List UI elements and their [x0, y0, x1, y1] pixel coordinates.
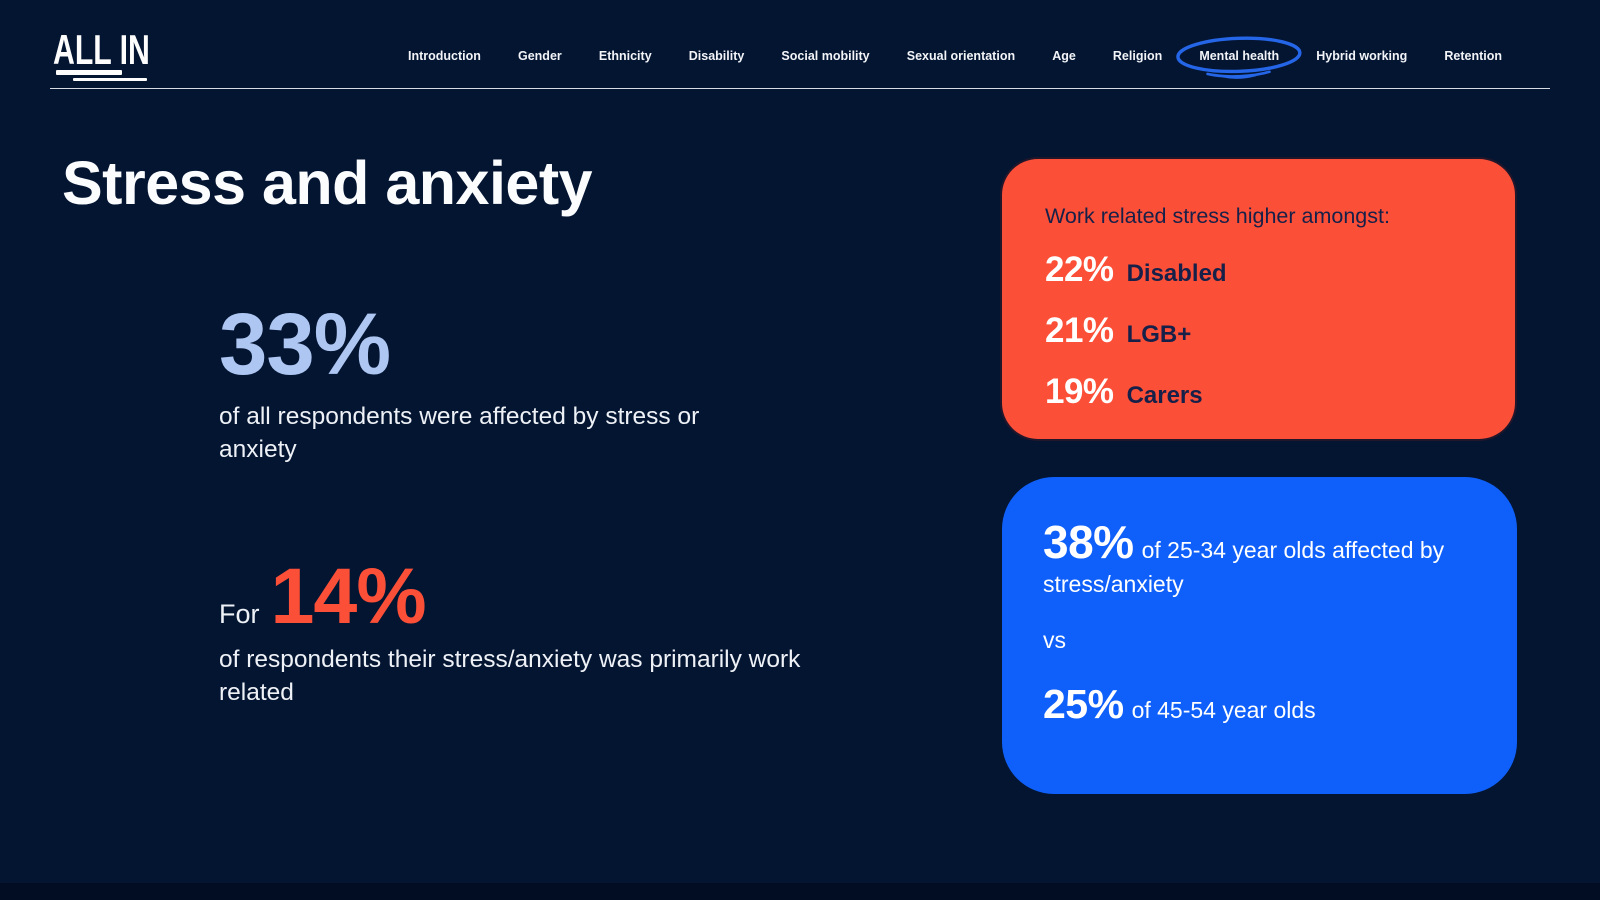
nav-item-religion[interactable]: Religion [1112, 49, 1163, 63]
nav-item-social-mobility[interactable]: Social mobility [781, 49, 870, 63]
nav-item-sexual-orientation[interactable]: Sexual orientation [906, 49, 1016, 63]
stat-25-text: of 45-54 year olds [1131, 697, 1316, 723]
page-title: Stress and anxiety [62, 149, 593, 217]
header-divider [50, 88, 1550, 89]
stat-14-percent-block: For 14% of respondents their stress/anxi… [219, 556, 809, 709]
stat-38-value: 38% [1043, 516, 1134, 568]
work-stress-row-carers: 19% Carers [1045, 372, 1475, 412]
bottom-edge-strip [0, 883, 1600, 900]
nav-item-disability[interactable]: Disability [688, 49, 745, 63]
stat-14-prefix: For [219, 599, 260, 629]
stat-33-percent-block: 33% of all respondents were affected by … [219, 301, 764, 466]
stat-22-value: 22% [1045, 250, 1114, 289]
stat-14-description: of respondents their stress/anxiety was … [219, 646, 801, 706]
stat-14-row: For 14% [219, 556, 809, 635]
nav-item-ethnicity[interactable]: Ethnicity [598, 49, 652, 63]
age-comparison-line-2: 25% of 45-54 year olds [1043, 681, 1477, 728]
stat-19-value: 19% [1045, 372, 1114, 411]
stat-19-label: Carers [1126, 382, 1203, 409]
nav-item-mental-health-wrap: Mental health [1176, 36, 1302, 79]
stat-33-value: 33% [219, 296, 391, 393]
work-stress-card: Work related stress higher amongst: 22% … [1002, 159, 1515, 439]
work-stress-row-lgb: 21% LGB+ [1045, 311, 1475, 351]
stat-14-value: 14% [270, 551, 427, 640]
nav-item-retention[interactable]: Retention [1444, 49, 1502, 63]
stat-22-label: Disabled [1126, 260, 1227, 287]
nav-item-mental-health[interactable]: Mental health [1199, 49, 1280, 63]
stat-33-description: of all respondents were affected by stre… [219, 403, 700, 463]
all-in-logo[interactable]: ALL IN [53, 26, 150, 73]
nav-item-age[interactable]: Age [1052, 49, 1076, 63]
age-comparison-line-1: 38% of 25-34 year olds affected by stress… [1043, 519, 1448, 601]
top-navigation: Introduction Gender Ethnicity Disability… [408, 36, 1502, 79]
logo-underline [56, 70, 122, 75]
age-comparison-card: 38% of 25-34 year olds affected by stress… [1002, 477, 1517, 794]
nav-item-introduction[interactable]: Introduction [408, 49, 481, 63]
nav-item-hybrid-working[interactable]: Hybrid working [1316, 49, 1408, 63]
stat-38-text: of 25-34 year olds affected by stress/an… [1043, 537, 1445, 597]
stat-25-value: 25% [1043, 681, 1124, 727]
logo-underline [73, 78, 147, 81]
work-stress-row-disabled: 22% Disabled [1045, 250, 1475, 290]
work-stress-card-title: Work related stress higher amongst: [1045, 204, 1390, 228]
nav-item-gender[interactable]: Gender [518, 49, 562, 63]
stat-21-label: LGB+ [1126, 321, 1192, 348]
versus-label: vs [1043, 627, 1066, 653]
stat-21-value: 21% [1045, 311, 1114, 350]
